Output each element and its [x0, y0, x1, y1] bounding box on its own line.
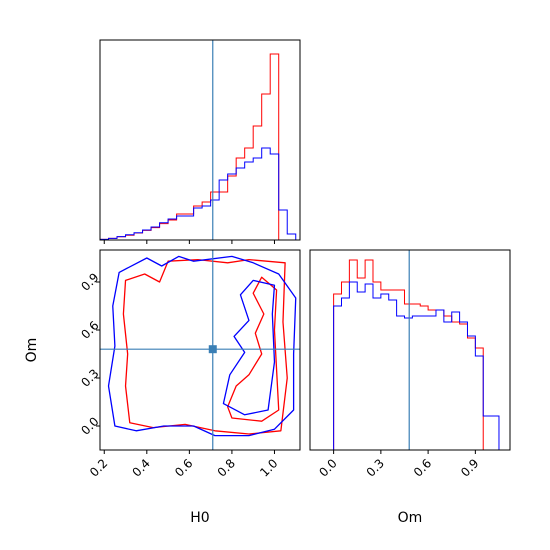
- histogram-series-red: [310, 259, 507, 450]
- panel-frame: [99, 249, 301, 451]
- x-tick-label: 0.8: [215, 456, 238, 479]
- panel-frame: [99, 39, 301, 241]
- x-axis-label-om: Om: [398, 510, 423, 526]
- y-tick-label: 0.9: [78, 270, 101, 293]
- plot-area: [310, 250, 507, 450]
- y-tick-label: 0.3: [78, 366, 101, 389]
- histogram-series-blue: [100, 147, 297, 240]
- h0-om-contour-panel: 0.2 0.4 0.6 0.8 1.0 0.0 0.3 0.6 0.9: [78, 249, 301, 480]
- x-tick-label: 0.4: [130, 456, 153, 479]
- y-tick-label: 0.6: [78, 318, 101, 341]
- x-tick-label: 1.0: [257, 456, 280, 479]
- y-axis-label-om: Om: [24, 338, 40, 363]
- histogram-series-blue: [310, 281, 507, 450]
- contour-blue-outer: [107, 255, 297, 437]
- x-tick-label: 0.3: [364, 456, 387, 479]
- om-histogram-panel: 0.0 0.3 0.6 0.9: [309, 249, 511, 480]
- x-tick-label: 0.9: [458, 456, 481, 479]
- x-axis-label-h0: H0: [190, 510, 209, 526]
- x-tick-label: 0.6: [411, 456, 434, 479]
- panel-frame: [309, 249, 511, 451]
- y-tick-label: 0.0: [78, 414, 101, 437]
- contour-red-inner: [227, 276, 280, 422]
- truth-marker: [208, 345, 217, 354]
- plot-area: [100, 40, 297, 240]
- plot-area: [100, 250, 300, 450]
- contour-red-outer: [122, 258, 288, 435]
- contour-blue-inner: [222, 279, 276, 416]
- x-tick-label: 0.6: [172, 456, 195, 479]
- h0-histogram-panel: [99, 39, 301, 244]
- x-tick-label: 0.2: [87, 456, 110, 479]
- histogram-series-red: [100, 53, 296, 240]
- x-tick-label: 0.0: [316, 456, 339, 479]
